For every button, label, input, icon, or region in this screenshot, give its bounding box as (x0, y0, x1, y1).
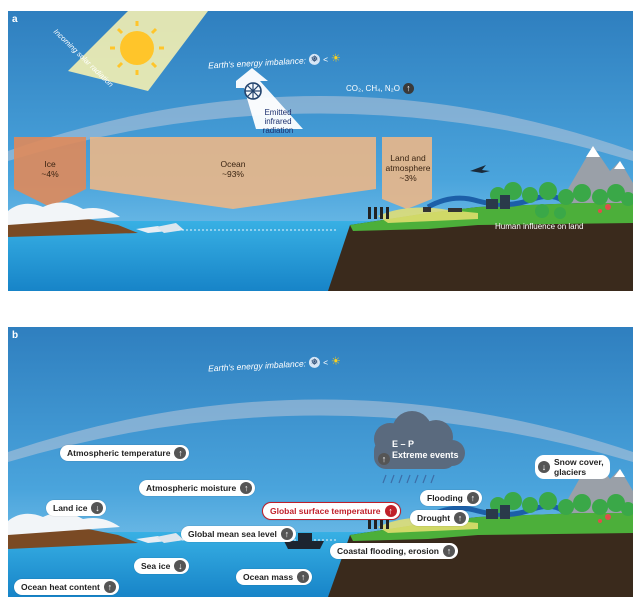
sun-small-icon: ☀ (330, 355, 342, 369)
snowflake-icon: ❅ (308, 356, 321, 369)
ice-sheet (8, 202, 120, 225)
up-arrow-icon: ↑ (443, 545, 456, 557)
ship-icon (284, 541, 324, 549)
ice-heat-box (14, 137, 86, 207)
panel-b-label: b (12, 330, 19, 341)
ocean-heat-box (90, 137, 376, 209)
sun-icon (120, 31, 154, 65)
less-than: < (322, 53, 329, 64)
ocean-mass-callout: Ocean mass ↑ (236, 569, 313, 585)
sea-ice-callout: Sea ice ↓ (134, 558, 190, 574)
drought-callout: Drought ↑ (410, 510, 470, 526)
e-minus-p-label: E – P (392, 439, 415, 449)
panel-b: b Earth's energy imbalance: ❅ < ☀ Atmosp… (8, 327, 633, 597)
atmospheric-temperature-callout: Atmospheric temperature ↑ (60, 445, 190, 461)
ghg-label: CO₂, CH₄, N₂O (346, 84, 400, 93)
panel-a-background (8, 11, 633, 291)
land-ice-callout: Land ice ↓ (46, 500, 107, 516)
atmospheric-moisture-callout: Atmospheric moisture ↑ (139, 480, 256, 496)
land-ice-sheet (8, 512, 120, 535)
extreme-events-label: Extreme events (392, 450, 459, 460)
airplane-icon (470, 165, 490, 173)
panel-a-label: a (12, 14, 18, 25)
up-arrow-icon: ↑ (297, 571, 310, 583)
ice-heat-label: Ice ~4% (41, 159, 59, 179)
snow-cover-callout: ↓ Snow cover, glaciers (535, 455, 610, 479)
down-arrow-icon: ↓ (538, 461, 550, 473)
emitted-infrared-label: Emitted infrared radiation (248, 108, 308, 135)
up-arrow-icon: ↑ (402, 83, 414, 94)
up-arrow-icon: ↑ (174, 447, 187, 459)
up-arrow-icon: ↑ (240, 482, 253, 494)
land-heat-label: Land and atmosphere ~3% (385, 153, 431, 183)
ir-line2: infrared radiation (262, 117, 294, 135)
ocean-heat-content-callout: Ocean heat content ↑ (14, 579, 119, 595)
snowflake-icon: ❅ (308, 53, 321, 66)
greenhouse-gases: CO₂, CH₄, N₂O ↑ (346, 83, 414, 94)
less-than: < (322, 356, 329, 367)
sun-small-icon: ☀ (330, 52, 342, 66)
up-arrow-icon: ↑ (378, 453, 390, 465)
panel-b-background (8, 327, 633, 597)
ocean-heat-label: Ocean ~93% (220, 159, 246, 179)
up-arrow-icon: ↑ (103, 581, 116, 593)
down-arrow-icon: ↓ (91, 502, 104, 514)
cloud-text: E – P Extreme events (392, 439, 459, 461)
up-arrow-icon: ↑ (466, 492, 479, 504)
up-arrow-icon: ↑ (454, 512, 467, 524)
global-mean-sea-level-callout: Global mean sea level ↑ (181, 526, 296, 542)
flooding-callout: Flooding ↑ (420, 490, 482, 506)
down-arrow-icon: ↓ (174, 560, 187, 572)
up-arrow-icon: ↑ (384, 505, 397, 517)
ir-line1: Emitted (264, 108, 292, 117)
human-influence-label: Human influence on land (495, 222, 584, 231)
rain-cloud (374, 411, 465, 469)
panel-a: a Incoming solar radiation Earth's energ… (8, 11, 633, 291)
rain-drops (382, 474, 435, 484)
coastal-flooding-callout: Coastal flooding, erosion ↑ (330, 543, 459, 559)
global-surface-temperature-callout: Global surface temperature ↑ (262, 502, 401, 520)
up-arrow-icon: ↑ (280, 528, 293, 540)
land-heat-box (382, 137, 432, 209)
